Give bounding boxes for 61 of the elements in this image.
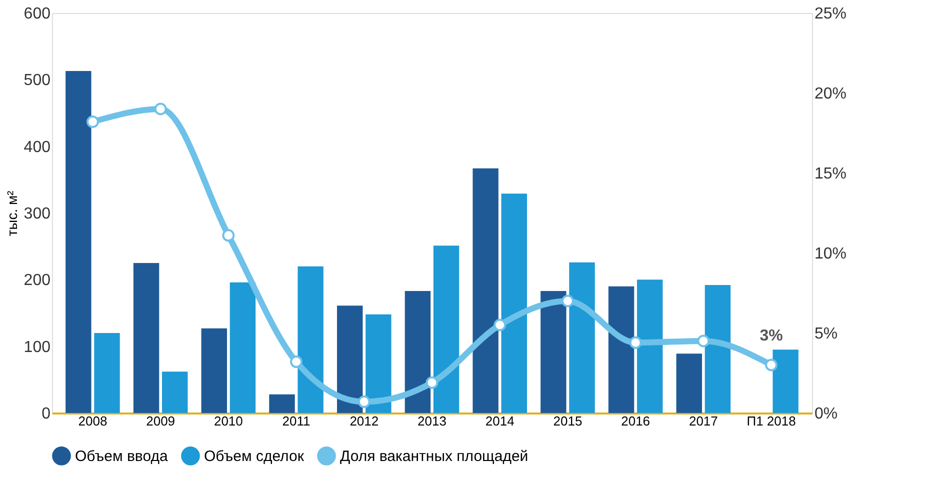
bar bbox=[201, 328, 227, 413]
point bbox=[154, 102, 167, 116]
legend-label: Объем сделок bbox=[204, 448, 304, 465]
point bbox=[765, 358, 778, 372]
x-tick-label: 2014 bbox=[485, 414, 514, 428]
y-tick-label: 500 bbox=[24, 72, 51, 90]
y-tick-label: 100 bbox=[24, 338, 51, 356]
x-tick-label: 2015 bbox=[553, 414, 582, 428]
bar bbox=[404, 291, 431, 413]
bar bbox=[569, 262, 595, 413]
y-tick-label: 200 bbox=[24, 272, 51, 290]
y-tick-label: 400 bbox=[24, 138, 51, 156]
y-tick-label: 0 bbox=[42, 406, 51, 422]
bar bbox=[230, 282, 256, 413]
x-tick-label: 2016 bbox=[621, 414, 650, 428]
point bbox=[426, 376, 438, 389]
bar bbox=[94, 333, 120, 413]
point bbox=[290, 356, 303, 368]
bar bbox=[162, 372, 188, 413]
bar bbox=[676, 354, 702, 413]
point bbox=[697, 334, 710, 348]
y2-tick-label: 0% bbox=[814, 406, 838, 422]
bar bbox=[298, 266, 324, 413]
y-axis-title: тыс. м² bbox=[4, 190, 20, 236]
bar bbox=[472, 168, 498, 413]
bar bbox=[66, 71, 92, 413]
x-tick-label: 2013 bbox=[418, 414, 446, 428]
bar bbox=[501, 194, 527, 413]
bar bbox=[637, 280, 663, 413]
y-tick-label: 600 bbox=[24, 6, 51, 22]
point bbox=[629, 336, 642, 349]
y-tick-label: 300 bbox=[24, 206, 51, 222]
annotation: 3% bbox=[760, 328, 783, 345]
bar bbox=[772, 350, 798, 413]
bar bbox=[608, 286, 634, 413]
bar bbox=[269, 394, 295, 413]
point bbox=[358, 396, 370, 408]
x-tick-label: 2017 bbox=[688, 414, 718, 428]
bar bbox=[540, 291, 566, 413]
point bbox=[86, 116, 99, 128]
point bbox=[222, 229, 235, 242]
bar bbox=[704, 285, 731, 413]
legend-label: Доля вакантных площадей bbox=[340, 448, 528, 465]
y2-tick-label: 5% bbox=[814, 326, 838, 342]
point bbox=[561, 294, 574, 308]
point bbox=[494, 318, 506, 332]
y2-tick-label: 20% bbox=[814, 86, 847, 102]
x-tick-label: 2009 bbox=[146, 414, 176, 428]
y2-tick-label: 10% bbox=[814, 246, 847, 262]
x-tick-label: П1 2018 bbox=[746, 414, 796, 428]
bar bbox=[337, 306, 363, 413]
x-tick-label: 2011 bbox=[282, 414, 310, 428]
bar bbox=[366, 314, 392, 413]
y2-tick-label: 15% bbox=[814, 166, 847, 182]
x-tick-label: 2010 bbox=[214, 414, 243, 428]
y2-tick-label: 25% bbox=[814, 6, 847, 22]
bar bbox=[133, 263, 160, 413]
x-tick-label: 2012 bbox=[350, 414, 379, 428]
legend-label: Объем ввода bbox=[75, 448, 168, 465]
bar bbox=[433, 246, 460, 413]
x-tick-label: 2008 bbox=[78, 414, 108, 428]
